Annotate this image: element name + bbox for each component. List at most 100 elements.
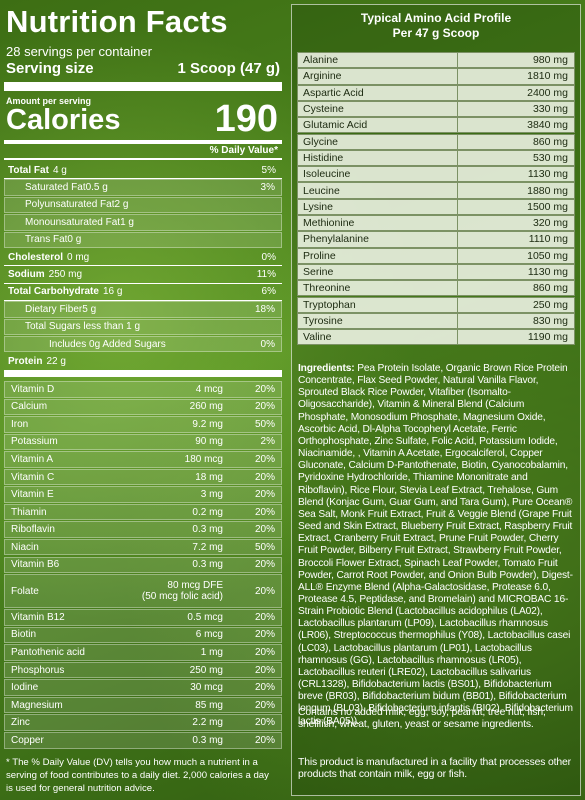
vitamin-dv: 20%: [254, 471, 275, 483]
vitamin-amount-value: 0.3 mg: [192, 524, 223, 536]
amino-row: Tryptophan 250 mg: [297, 296, 575, 313]
amino-amount: 1130 mg: [527, 168, 568, 181]
nutrient-row: Cholesterol 0 mg 0%: [4, 249, 282, 267]
amino-name: Threonine: [298, 281, 458, 296]
vitamin-name: Vitamin D: [11, 383, 55, 395]
amino-row: Threonine 860 mg: [297, 280, 575, 297]
vitamin-amount-value: 0.3 mg: [192, 734, 223, 746]
vitamin-name: Calcium: [11, 401, 48, 413]
vitamin-amount: 0.2 mg: [192, 507, 223, 518]
amino-row: Leucine 1880 mg: [297, 182, 575, 199]
amino-row: Arginine 1810 mg: [297, 68, 575, 85]
amino-amount: 1500 mg: [527, 200, 568, 213]
amino-row: Histidine 530 mg: [297, 149, 575, 167]
vitamin-dv: 20%: [254, 717, 275, 729]
amino-row: Aspartic Acid 2400 mg: [297, 84, 575, 101]
amino-name: Lysine: [298, 199, 458, 214]
calories-value: 190: [214, 98, 278, 140]
amino-name: Tryptophan: [298, 297, 458, 312]
vitamin-amount-value: 2.2 mg: [192, 717, 223, 729]
vitamin-amount: 7.2 mg: [192, 542, 223, 553]
vitamin-name: Copper: [11, 734, 44, 746]
vitamin-amount: 80 mcg DFE (50 mcg folic acid): [142, 580, 223, 602]
rule: [4, 178, 282, 180]
nutrient-name: Dietary Fiber: [25, 303, 83, 315]
vitamin-row: Vitamin B12 0.5 mcg 20%: [4, 609, 282, 626]
amino-name: Phenylalanine: [298, 232, 458, 247]
vitamin-name: Niacin: [11, 541, 39, 553]
nutrient-amount: 2 g: [114, 199, 129, 211]
amino-row: Methionine 320 mg: [297, 215, 575, 232]
vitamin-amount: 1 mg: [201, 647, 223, 658]
amino-panel: Typical Amino Acid Profile Per 47 g Scoo…: [291, 4, 581, 796]
footnote: * The % Daily Value (DV) tells you how m…: [6, 757, 269, 794]
amino-row: Lysine 1500 mg: [297, 198, 575, 215]
amino-row: Alanine 980 mg: [297, 52, 575, 69]
nutrient-row: Sodium 250 mg 11%: [4, 266, 282, 284]
vitamin-name: Magnesium: [11, 699, 63, 711]
amino-name: Arginine: [298, 69, 458, 84]
vitamin-amount: 6 mcg: [196, 629, 223, 640]
nutrient-row: Protein 22 g: [4, 353, 282, 371]
nutrient-name: Total Carbohydrate: [8, 286, 99, 298]
amino-name: Serine: [298, 264, 458, 280]
vitamin-dv: 20%: [254, 506, 275, 518]
vitamin-amount: 0.3 mg: [192, 735, 223, 746]
amino-amount: 530 mg: [532, 151, 568, 164]
nutrient-amount: 5 g: [82, 303, 97, 315]
vitamin-dv: 20%: [254, 489, 275, 501]
vitamin-name: Iodine: [11, 682, 39, 694]
note: Contains no added milk, egg, soy, peanut…: [298, 707, 546, 731]
vitamin-name: Iron: [11, 418, 29, 430]
nutrient-row: Saturated Fat 0.5 g 3%: [4, 179, 282, 196]
rule: [4, 282, 282, 284]
servings: 28 servings per container: [6, 44, 152, 59]
vitamin-amount-value: 1 mg: [200, 647, 223, 659]
vitamin-amount: 3 mg: [201, 489, 223, 500]
amino-amount: 830 mg: [532, 314, 568, 327]
amino-row: Proline 1050 mg: [297, 247, 575, 264]
vitamin-amount-value: 80 mcg DFE: [167, 580, 223, 592]
vitamin-name: Folate: [11, 585, 39, 597]
vitamin-amount: 85 mg: [195, 700, 223, 711]
vitamin-amount: 30 mcg: [190, 682, 223, 693]
nutrient-row: Includes 0g Added Sugars 0%: [4, 336, 282, 353]
vitamin-amount-value: 90 mg: [195, 436, 223, 448]
nutrient-row: Total Carbohydrate 16 g 6%: [4, 284, 282, 302]
vitamin-name: Phosphorus: [11, 664, 65, 676]
vitamin-name: Zinc: [11, 717, 30, 729]
serving-size: 1 Scoop (47 g): [177, 60, 280, 77]
vitamin-dv: 20%: [254, 734, 275, 746]
vitamin-amount-value: 6 mcg: [195, 629, 223, 641]
nutrient-amount: 250 mg: [48, 269, 83, 281]
vitamin-amount-value: 0.3 mg: [192, 559, 223, 571]
vitamin-amount-note: (50 mcg folic acid): [141, 591, 223, 603]
vitamin-name: Vitamin B12: [11, 611, 65, 623]
ingredients-label: Ingredients:: [298, 363, 355, 374]
vitamin-dv: 20%: [254, 647, 275, 659]
amino-row: Glycine 860 mg: [297, 133, 575, 150]
vitamin-name: Biotin: [11, 629, 37, 641]
nutrient-amount: 0.5 g: [85, 182, 108, 194]
vitamin-row: Riboflavin 0.3 mg 20%: [4, 521, 282, 538]
vitamin-name: Vitamin A: [11, 453, 54, 465]
amino-amount: 320 mg: [532, 217, 568, 230]
vitamin-row: Calcium 260 mg 20%: [4, 398, 282, 416]
vitamin-amount: 0.5 mcg: [187, 612, 223, 623]
vitamin-dv: 20%: [254, 559, 275, 571]
amino-amount: 1130 mg: [527, 266, 568, 279]
nutrient-name: Cholesterol: [8, 251, 64, 263]
vitamin-amount: 180 mcg: [185, 454, 223, 465]
nutrient-amount: 1 g: [120, 216, 134, 228]
vitamin-dv: 20%: [254, 524, 275, 536]
vitamin-dv: 2%: [260, 436, 275, 448]
amino-amount: 1110 mg: [528, 233, 568, 246]
nutrient-row: Total Fat 4 g 5%: [4, 162, 282, 180]
vitamin-amount-value: 260 mg: [189, 401, 223, 413]
vitamin-row: Vitamin A 180 mcg 20%: [4, 451, 282, 468]
nutrient-name: Sodium: [8, 269, 45, 281]
vitamin-amount-value: 180 mcg: [184, 453, 223, 465]
vitamin-amount-value: 3 mg: [200, 489, 223, 501]
nutrient-row: Polyunsaturated Fat 2 g: [4, 196, 282, 214]
